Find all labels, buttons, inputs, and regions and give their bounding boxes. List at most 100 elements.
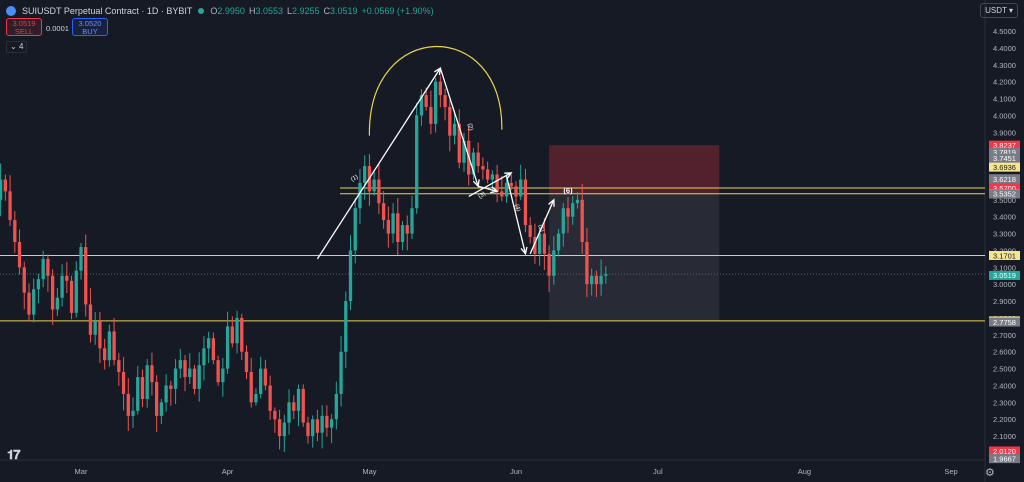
wave-arrowhead xyxy=(520,246,528,256)
price-badge-label: 3.6218 xyxy=(993,175,1016,184)
candle-body xyxy=(381,203,386,221)
candle-body xyxy=(50,275,55,310)
wave-label: (5) xyxy=(537,224,545,233)
candle-body xyxy=(533,236,537,254)
candle-body xyxy=(400,225,405,242)
candle-body xyxy=(202,348,206,366)
price-badge xyxy=(989,446,1020,456)
candle-body xyxy=(415,115,419,209)
price-badge xyxy=(989,147,1020,157)
candle-body xyxy=(140,377,145,399)
symbol-title[interactable]: SUIUSDT Perpetual Contract · 1D · BYBIT xyxy=(22,6,193,16)
candle-body xyxy=(117,360,121,372)
candle-body xyxy=(112,331,116,361)
y-tick-label: 3.9000 xyxy=(993,128,1016,137)
candle-body xyxy=(552,250,556,276)
candle-body xyxy=(183,360,187,378)
price-badge-label: 3.1701 xyxy=(993,251,1016,260)
candle-body xyxy=(396,213,400,242)
candle-body xyxy=(329,419,334,428)
candle-body xyxy=(126,393,130,416)
price-badge xyxy=(989,454,1020,464)
x-tick-label: Sep xyxy=(944,467,957,476)
wave-label: (4) xyxy=(513,204,521,213)
price-badge xyxy=(989,140,1020,150)
candle-body xyxy=(391,213,395,234)
candle-body xyxy=(556,233,561,251)
candle-body xyxy=(84,247,88,305)
candle-body xyxy=(306,422,310,437)
x-tick-label: Jun xyxy=(510,467,522,476)
indicators-toggle[interactable]: ⌄ 4 xyxy=(6,41,28,53)
candle-body xyxy=(519,179,523,197)
candle-body xyxy=(268,385,272,411)
buy-button[interactable]: 3.0520 BUY xyxy=(72,18,108,36)
sell-button[interactable]: 3.0519 SELL xyxy=(6,18,42,36)
candle-body xyxy=(372,179,376,192)
y-tick-label: 4.3000 xyxy=(993,61,1016,70)
close-label: C xyxy=(323,6,331,16)
y-tick-label: 3.1000 xyxy=(993,263,1016,272)
candle-body xyxy=(296,388,301,411)
candle-body xyxy=(575,199,580,204)
candle-body xyxy=(344,301,348,352)
high-label: H xyxy=(248,6,256,16)
price-badge xyxy=(989,317,1020,327)
y-tick-label: 3.2000 xyxy=(993,246,1016,255)
x-tick-label: Aug xyxy=(798,467,811,476)
wave-arrow xyxy=(478,185,498,192)
buy-price: 3.0520 xyxy=(78,19,102,28)
sell-label: SELL xyxy=(14,27,34,36)
y-tick-label: 2.6000 xyxy=(993,348,1016,357)
buy-label: BUY xyxy=(82,27,98,36)
candle-body xyxy=(254,393,258,403)
x-tick-label: Apr xyxy=(222,467,234,476)
candle-body xyxy=(145,365,149,399)
wave-arrow xyxy=(316,67,441,260)
candle-body xyxy=(216,360,220,383)
candle-body xyxy=(585,242,589,285)
candle-body xyxy=(594,275,599,285)
candle-body xyxy=(221,368,225,383)
candle-body xyxy=(131,410,135,416)
candle-body xyxy=(589,275,594,285)
candle-body xyxy=(386,220,390,234)
candle-body xyxy=(377,179,381,204)
position-target-zone xyxy=(549,193,720,321)
candle-body xyxy=(178,360,182,369)
candle-body xyxy=(69,280,74,313)
candle-body xyxy=(325,415,329,428)
candle-body xyxy=(102,348,107,361)
candle-body xyxy=(263,368,268,386)
candle-body xyxy=(490,174,495,180)
wave-arrow xyxy=(529,199,555,255)
y-tick-label: 3.3000 xyxy=(993,230,1016,239)
y-tick-label: 2.1000 xyxy=(993,432,1016,441)
candle-body xyxy=(528,225,532,237)
y-tick-label: 4.1000 xyxy=(993,95,1016,104)
candle-body xyxy=(169,385,173,389)
low-label: L xyxy=(286,6,292,16)
candle-body xyxy=(348,250,353,302)
price-badge-label: 3.0519 xyxy=(993,271,1016,280)
candle-body xyxy=(504,182,509,197)
currency-selector[interactable]: USDT ▾ xyxy=(980,3,1018,18)
y-tick-label: 4.0000 xyxy=(993,111,1016,120)
wave-label: (2) xyxy=(466,123,473,131)
wave-arrow xyxy=(505,176,527,254)
wave-arrow xyxy=(439,67,479,187)
y-tick-label: 2.7000 xyxy=(993,331,1016,340)
gear-icon[interactable]: ⚙ xyxy=(985,467,995,479)
wave-arrow xyxy=(468,172,512,197)
y-tick-label: 4.5000 xyxy=(993,27,1016,36)
candle-body xyxy=(320,415,324,433)
candle-body xyxy=(107,331,112,361)
candle-body xyxy=(315,419,320,433)
candle-body xyxy=(604,274,608,276)
candle-body xyxy=(273,410,277,420)
x-tick-label: Mar xyxy=(75,467,88,476)
price-badge-label: 3.6936 xyxy=(993,163,1016,172)
candle-body xyxy=(438,81,443,96)
candle-body xyxy=(292,402,296,411)
